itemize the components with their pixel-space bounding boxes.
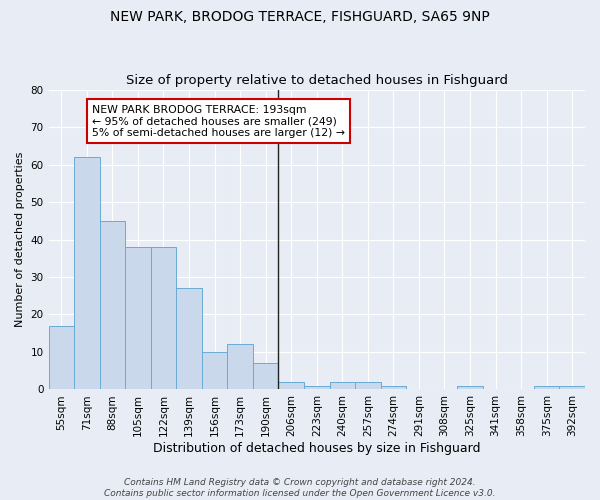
Bar (559, 386, 585, 390)
X-axis label: Distribution of detached houses by size in Fishguard: Distribution of detached houses by size … (153, 442, 481, 455)
Bar (100, 221, 125, 390)
Bar (227, 344, 253, 390)
Bar (253, 363, 278, 390)
Bar (151, 247, 176, 390)
Bar (355, 382, 380, 390)
Y-axis label: Number of detached properties: Number of detached properties (15, 152, 25, 327)
Text: NEW PARK BRODOG TERRACE: 193sqm
← 95% of detached houses are smaller (249)
5% of: NEW PARK BRODOG TERRACE: 193sqm ← 95% of… (92, 104, 345, 138)
Bar (329, 382, 355, 390)
Bar (457, 386, 483, 390)
Text: Contains HM Land Registry data © Crown copyright and database right 2024.
Contai: Contains HM Land Registry data © Crown c… (104, 478, 496, 498)
Title: Size of property relative to detached houses in Fishguard: Size of property relative to detached ho… (126, 74, 508, 87)
Bar (202, 352, 227, 390)
Bar (49, 326, 74, 390)
Bar (304, 386, 329, 390)
Bar (74, 157, 100, 390)
Bar (278, 382, 304, 390)
Bar (176, 288, 202, 390)
Bar (125, 247, 151, 390)
Text: NEW PARK, BRODOG TERRACE, FISHGUARD, SA65 9NP: NEW PARK, BRODOG TERRACE, FISHGUARD, SA6… (110, 10, 490, 24)
Bar (380, 386, 406, 390)
Bar (534, 386, 559, 390)
